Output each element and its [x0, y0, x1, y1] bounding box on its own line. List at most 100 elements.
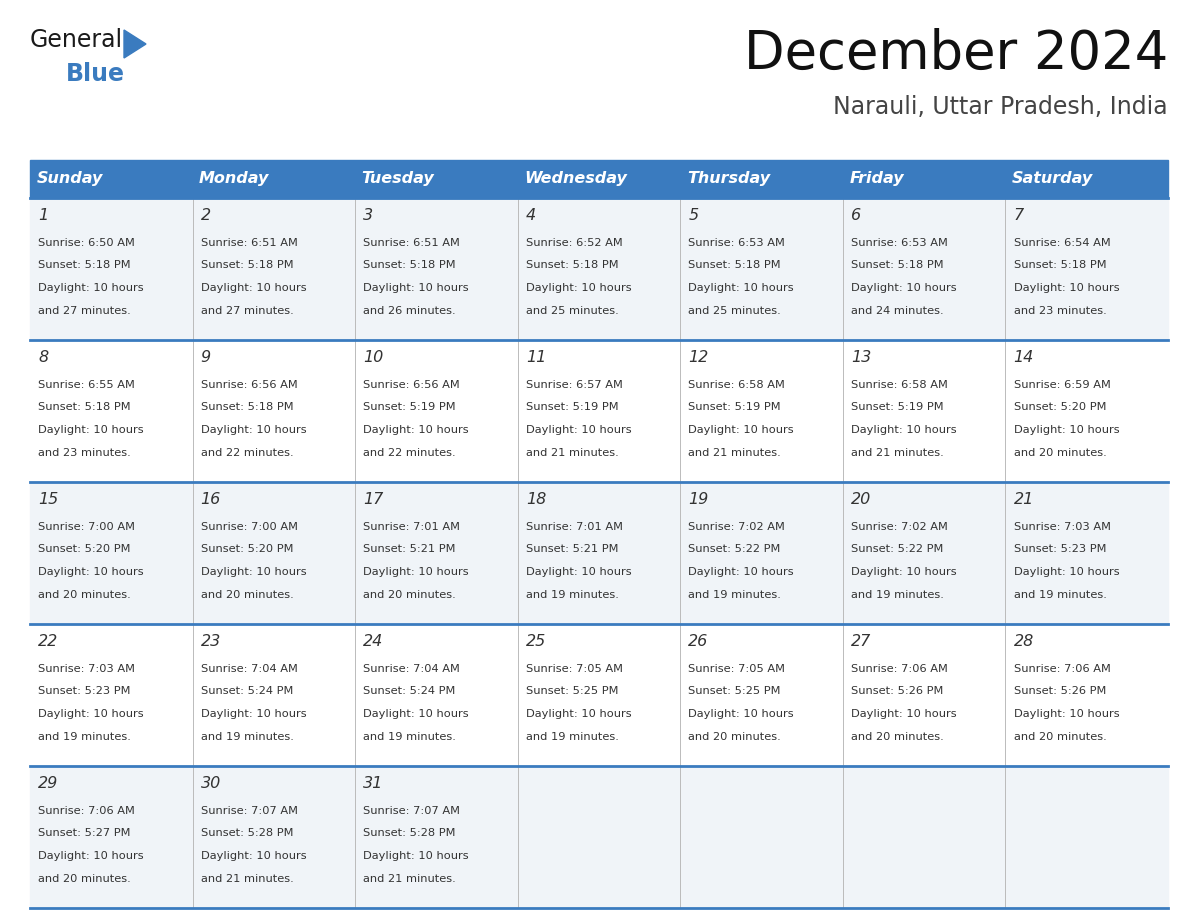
Text: Daylight: 10 hours: Daylight: 10 hours [1013, 567, 1119, 577]
Text: and 20 minutes.: and 20 minutes. [201, 590, 293, 600]
Text: December 2024: December 2024 [744, 28, 1168, 80]
Text: Sunrise: 7:01 AM: Sunrise: 7:01 AM [526, 521, 623, 532]
Text: and 27 minutes.: and 27 minutes. [38, 306, 131, 316]
Text: Sunrise: 6:51 AM: Sunrise: 6:51 AM [201, 238, 297, 248]
Text: and 24 minutes.: and 24 minutes. [851, 306, 943, 316]
Text: Sunset: 5:19 PM: Sunset: 5:19 PM [851, 402, 943, 412]
Text: Daylight: 10 hours: Daylight: 10 hours [526, 425, 632, 435]
Text: Sunrise: 7:00 AM: Sunrise: 7:00 AM [38, 521, 135, 532]
Text: Friday: Friday [849, 172, 904, 186]
Text: and 20 minutes.: and 20 minutes. [1013, 448, 1106, 458]
Text: and 21 minutes.: and 21 minutes. [201, 874, 293, 884]
Text: and 19 minutes.: and 19 minutes. [526, 590, 619, 600]
Text: Sunrise: 7:04 AM: Sunrise: 7:04 AM [364, 664, 460, 674]
Text: Daylight: 10 hours: Daylight: 10 hours [851, 710, 956, 719]
Text: 31: 31 [364, 776, 384, 791]
Text: and 20 minutes.: and 20 minutes. [38, 590, 131, 600]
Text: Sunrise: 6:53 AM: Sunrise: 6:53 AM [688, 238, 785, 248]
Text: Daylight: 10 hours: Daylight: 10 hours [201, 567, 307, 577]
Text: 5: 5 [688, 208, 699, 223]
Text: Sunset: 5:18 PM: Sunset: 5:18 PM [364, 261, 456, 271]
Text: Sunset: 5:28 PM: Sunset: 5:28 PM [201, 828, 293, 838]
Text: Daylight: 10 hours: Daylight: 10 hours [201, 283, 307, 293]
Text: and 22 minutes.: and 22 minutes. [201, 448, 293, 458]
Text: Sunset: 5:21 PM: Sunset: 5:21 PM [526, 544, 618, 554]
Bar [30, 766, 1168, 908]
Text: Sunrise: 7:05 AM: Sunrise: 7:05 AM [526, 664, 623, 674]
Text: 12: 12 [688, 350, 709, 365]
Text: Sunset: 5:22 PM: Sunset: 5:22 PM [851, 544, 943, 554]
Text: Daylight: 10 hours: Daylight: 10 hours [688, 567, 794, 577]
Text: 2: 2 [201, 208, 210, 223]
Text: and 27 minutes.: and 27 minutes. [201, 306, 293, 316]
Text: Daylight: 10 hours: Daylight: 10 hours [38, 710, 144, 719]
Text: 4: 4 [526, 208, 536, 223]
Text: 29: 29 [38, 776, 58, 791]
Text: Daylight: 10 hours: Daylight: 10 hours [851, 567, 956, 577]
Text: and 20 minutes.: and 20 minutes. [364, 590, 456, 600]
Text: Sunrise: 7:06 AM: Sunrise: 7:06 AM [1013, 664, 1111, 674]
Text: 8: 8 [38, 350, 49, 365]
Text: and 23 minutes.: and 23 minutes. [38, 448, 131, 458]
Text: Sunrise: 6:59 AM: Sunrise: 6:59 AM [1013, 380, 1111, 390]
Text: Sunrise: 7:04 AM: Sunrise: 7:04 AM [201, 664, 297, 674]
Text: 14: 14 [1013, 350, 1034, 365]
Text: Sunset: 5:25 PM: Sunset: 5:25 PM [526, 687, 618, 697]
Text: Monday: Monday [200, 172, 270, 186]
Text: Tuesday: Tuesday [361, 172, 435, 186]
Text: and 19 minutes.: and 19 minutes. [526, 732, 619, 742]
Text: Daylight: 10 hours: Daylight: 10 hours [688, 283, 794, 293]
Text: and 19 minutes.: and 19 minutes. [851, 590, 943, 600]
Text: Sunrise: 7:05 AM: Sunrise: 7:05 AM [688, 664, 785, 674]
Text: 23: 23 [201, 634, 221, 649]
Text: Sunset: 5:18 PM: Sunset: 5:18 PM [38, 261, 131, 271]
Text: Blue: Blue [67, 62, 125, 86]
Text: Daylight: 10 hours: Daylight: 10 hours [38, 283, 144, 293]
Text: Sunrise: 6:58 AM: Sunrise: 6:58 AM [688, 380, 785, 390]
Text: and 19 minutes.: and 19 minutes. [38, 732, 131, 742]
Text: Sunset: 5:23 PM: Sunset: 5:23 PM [1013, 544, 1106, 554]
Bar [30, 482, 1168, 624]
Text: 20: 20 [851, 492, 871, 507]
Text: 17: 17 [364, 492, 384, 507]
Text: Sunrise: 6:50 AM: Sunrise: 6:50 AM [38, 238, 135, 248]
Text: Sunset: 5:19 PM: Sunset: 5:19 PM [364, 402, 456, 412]
Text: Daylight: 10 hours: Daylight: 10 hours [201, 710, 307, 719]
Text: Sunrise: 7:03 AM: Sunrise: 7:03 AM [38, 664, 135, 674]
Text: Sunrise: 7:02 AM: Sunrise: 7:02 AM [851, 521, 948, 532]
Text: Thursday: Thursday [687, 172, 770, 186]
Text: Sunset: 5:18 PM: Sunset: 5:18 PM [526, 261, 619, 271]
Text: and 19 minutes.: and 19 minutes. [1013, 590, 1106, 600]
Text: Sunrise: 7:03 AM: Sunrise: 7:03 AM [1013, 521, 1111, 532]
Text: Daylight: 10 hours: Daylight: 10 hours [364, 567, 469, 577]
Text: Daylight: 10 hours: Daylight: 10 hours [851, 283, 956, 293]
Text: Daylight: 10 hours: Daylight: 10 hours [526, 283, 632, 293]
Text: 11: 11 [526, 350, 546, 365]
Text: and 21 minutes.: and 21 minutes. [364, 874, 456, 884]
Text: Sunrise: 6:53 AM: Sunrise: 6:53 AM [851, 238, 948, 248]
Text: Sunset: 5:19 PM: Sunset: 5:19 PM [526, 402, 619, 412]
Text: Daylight: 10 hours: Daylight: 10 hours [201, 425, 307, 435]
Text: Sunset: 5:23 PM: Sunset: 5:23 PM [38, 687, 131, 697]
Text: and 26 minutes.: and 26 minutes. [364, 306, 456, 316]
Text: Daylight: 10 hours: Daylight: 10 hours [201, 851, 307, 861]
Text: Daylight: 10 hours: Daylight: 10 hours [688, 710, 794, 719]
Text: 21: 21 [1013, 492, 1034, 507]
Text: Sunset: 5:18 PM: Sunset: 5:18 PM [201, 402, 293, 412]
Text: Sunset: 5:18 PM: Sunset: 5:18 PM [38, 402, 131, 412]
Text: and 20 minutes.: and 20 minutes. [851, 732, 943, 742]
Text: 27: 27 [851, 634, 871, 649]
Text: Sunrise: 7:06 AM: Sunrise: 7:06 AM [38, 806, 135, 816]
Text: and 20 minutes.: and 20 minutes. [1013, 732, 1106, 742]
Text: 18: 18 [526, 492, 546, 507]
Bar [30, 160, 1168, 198]
Text: Daylight: 10 hours: Daylight: 10 hours [1013, 283, 1119, 293]
Text: Sunset: 5:18 PM: Sunset: 5:18 PM [1013, 261, 1106, 271]
Text: Sunday: Sunday [37, 172, 103, 186]
Text: Sunrise: 6:52 AM: Sunrise: 6:52 AM [526, 238, 623, 248]
Polygon shape [124, 30, 146, 58]
Text: 7: 7 [1013, 208, 1024, 223]
Text: 19: 19 [688, 492, 709, 507]
Text: Sunrise: 6:56 AM: Sunrise: 6:56 AM [364, 380, 460, 390]
Bar [30, 624, 1168, 766]
